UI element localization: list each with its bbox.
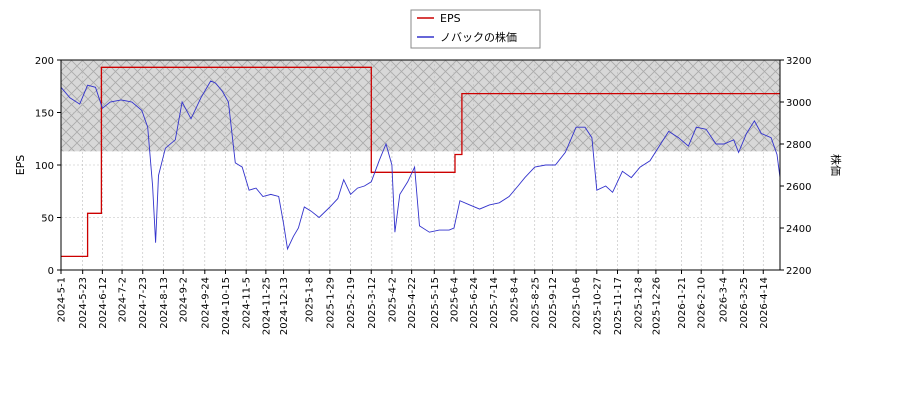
x-tick-label: 2024-9-2 [179,277,190,322]
x-tick-label: 2024-7-23 [138,277,149,329]
x-tick-label: 2025-1-8 [305,277,316,322]
x-tick-label: 2025-8-25 [530,277,541,329]
x-tick-label: 2025-5-15 [430,277,441,329]
x-axis: 2024-5-1 2024-5-23 2024-6-12 2024-7-2 2024-7… [57,270,770,335]
y-right-tick-label: 2800 [786,140,811,151]
x-tick-label: 2025-8-4 [510,277,521,322]
x-tick-label: 2024-10-15 [221,277,232,335]
x-tick-label: 2024-12-13 [279,277,290,335]
x-tick-label: 2024-5-1 [57,277,68,322]
x-tick-label: 2025-12-26 [651,277,662,335]
y-right-tick-label: 3200 [786,56,811,67]
x-tick-label: 2026-2-10 [697,277,708,329]
y-left-tick-label: 100 [35,161,54,172]
x-tick-label: 2025-3-12 [367,277,378,329]
legend: EPS ノバックの株価 [410,9,541,49]
price-series-line [61,80,780,251]
y-right-tick-label: 2400 [786,224,811,235]
y-left-tick-label: 200 [35,56,54,67]
x-tick-label: 2024-6-12 [98,277,109,329]
price-line [61,80,780,251]
y-right-tick-label: 2600 [786,182,811,193]
x-tick-label: 2025-4-22 [407,277,418,329]
y-right-axis: 2200 2400 2600 2800 3000 3200 [780,56,811,277]
y-left-tick-label: 50 [41,214,54,225]
x-tick-label: 2025-2-19 [346,277,357,329]
legend-eps-label: EPS [440,12,461,25]
y-right-tick-label: 2200 [786,266,811,277]
y-right-tick-label: 3000 [786,98,811,109]
x-tick-label: 2026-1-21 [677,277,688,329]
eps-series-line [61,66,780,258]
x-tick-label: 2024-8-13 [159,277,170,329]
x-tick-label: 2026-3-25 [739,277,750,329]
x-tick-label: 2024-11-5 [242,277,253,329]
x-tick-label: 2025-6-4 [449,277,460,322]
x-tick-label: 2024-5-23 [78,277,89,329]
x-tick-label: 2025-11-17 [613,277,624,335]
hatch-band [61,60,780,152]
y-left-tick-label: 0 [48,266,54,277]
x-tick-label: 2025-9-12 [548,277,559,329]
x-tick-label: 2025-12-8 [634,277,645,329]
y-right-axis-label: 株価 [829,154,843,176]
x-tick-label: 2025-10-6 [572,277,583,329]
x-tick-label: 2024-11-25 [261,277,272,335]
legend-price-label: ノバックの株価 [440,30,517,44]
x-tick-label: 2026-4-14 [759,277,770,329]
x-tick-label: 2025-4-2 [387,277,398,322]
legend-box [410,9,541,49]
x-tick-label: 2024-7-2 [118,277,129,322]
eps-line [61,66,780,258]
x-tick-label: 2025-10-27 [592,277,603,335]
y-left-axis: 0 50 100 150 200 [35,56,61,277]
y-left-tick-label: 150 [35,109,54,120]
x-tick-label: 2026-3-4 [718,277,729,322]
y-left-axis-label: EPS [14,155,27,176]
x-tick-label: 2024-9-24 [200,277,211,329]
x-tick-label: 2025-6-24 [469,277,480,329]
x-tick-label: 2025-1-29 [325,277,336,329]
x-tick-label: 2025-7-14 [489,277,500,329]
